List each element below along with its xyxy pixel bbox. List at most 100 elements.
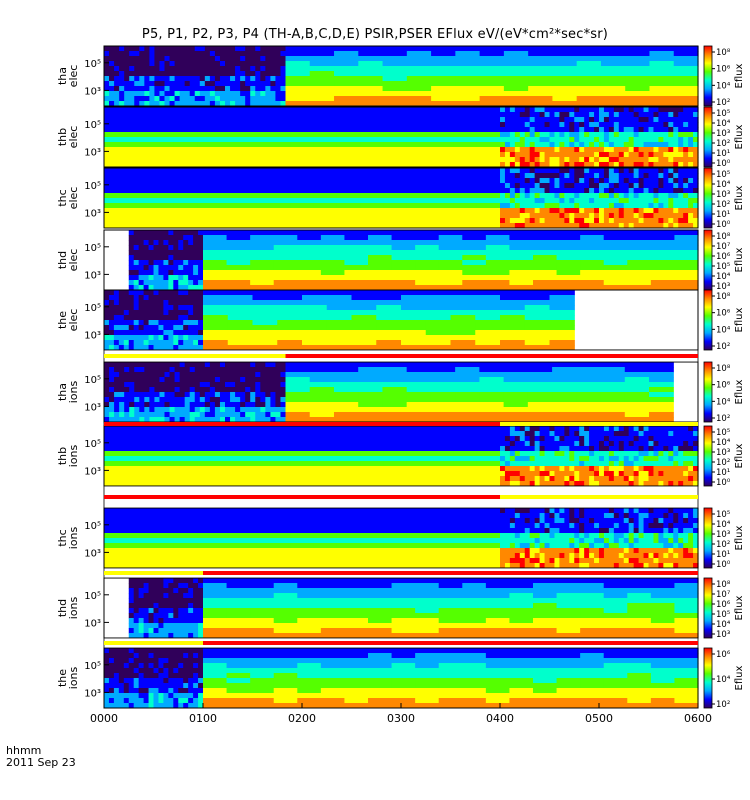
spectrogram-cell (430, 553, 455, 559)
spectrogram-cell (149, 81, 156, 87)
spectrogram-cell (406, 362, 432, 368)
spectrogram-cell (608, 183, 615, 189)
spectrogram-cell (220, 523, 245, 529)
spectrogram-cell (613, 533, 620, 539)
spectrogram-cell (608, 137, 615, 143)
spectrogram-cell (149, 367, 156, 373)
spectrogram-cell (114, 397, 120, 403)
spectrogram-cell (519, 122, 526, 128)
spectrogram-cell (313, 223, 338, 229)
spectrogram-cell (173, 300, 179, 306)
spectrogram-cell (649, 377, 674, 383)
spectrogram-cell (275, 367, 282, 373)
spectrogram-cell (450, 335, 476, 341)
spectrogram-cell (594, 518, 600, 524)
spectrogram-cell (230, 377, 236, 383)
spectrogram-cell (674, 245, 699, 251)
spectrogram-cell (594, 127, 600, 133)
spectrogram-cell (559, 147, 565, 153)
spectrogram-cell (124, 417, 130, 423)
spectrogram-cell (485, 255, 511, 261)
spectrogram-cell (430, 431, 455, 437)
spectrogram-cell (600, 377, 626, 383)
spectrogram-cell (564, 523, 570, 529)
spectrogram-cell (235, 46, 241, 52)
spectrogram-cell (514, 152, 521, 158)
spectrogram-cell (214, 86, 221, 92)
spectrogram-cell (539, 528, 546, 534)
spectrogram-cell (683, 218, 689, 224)
spectrogram-cell (556, 230, 581, 236)
spectrogram-cell (154, 407, 161, 413)
spectrogram-cell (150, 137, 175, 143)
spectrogram-cell (360, 446, 385, 452)
spectrogram-cell (649, 66, 675, 72)
spectrogram-cell (589, 508, 595, 514)
spectrogram-cell (524, 183, 531, 189)
spectrogram-cell (401, 315, 427, 321)
spectrogram-cell (119, 51, 125, 57)
spectrogram-cell (383, 107, 408, 113)
spectrogram-cell (668, 426, 674, 432)
spectrogram-cell (173, 285, 179, 291)
spectrogram-cell (383, 471, 408, 477)
spectrogram-cell (618, 538, 625, 544)
spectrogram-cell (139, 407, 145, 413)
spectrogram-cell (383, 528, 408, 534)
spectrogram-cell (554, 523, 560, 529)
spectrogram-cell (104, 51, 110, 57)
spectrogram-cell (150, 127, 175, 133)
spectrogram-cell (334, 81, 359, 87)
spectrogram-cell (504, 188, 511, 194)
spectrogram-cell (648, 543, 655, 549)
spectrogram-cell (479, 407, 505, 413)
spectrogram-cell (267, 528, 291, 534)
spectrogram-cell (273, 280, 298, 286)
spectrogram-segment-banded (104, 107, 501, 168)
spectrogram-cell (519, 223, 526, 229)
spectrogram-cell (509, 476, 516, 482)
spectrogram-cell (599, 213, 605, 219)
spectrogram-cell (673, 441, 679, 447)
spectrogram-cell (643, 518, 650, 524)
spectrogram-cell (534, 471, 541, 477)
spectrogram-cell (193, 300, 199, 306)
spectrogram-cell (514, 132, 521, 138)
spectrogram-cell (203, 265, 228, 271)
spectrogram-cell (564, 152, 570, 158)
spectrogram-cell (406, 193, 431, 199)
spectrogram-cell (479, 101, 505, 107)
spectrogram-cell (579, 558, 585, 564)
spectrogram-cell (104, 315, 110, 321)
spectrogram-cell (214, 61, 221, 67)
spectrogram-cell (608, 426, 615, 432)
spectrogram-cell (406, 387, 432, 393)
spectrogram-cell (290, 446, 315, 452)
spectrogram-cell (580, 260, 605, 266)
spectrogram-cell (559, 127, 565, 133)
spectrogram-cell (678, 451, 684, 457)
spectrogram-cell (628, 152, 635, 158)
spectrogram-cell (219, 81, 226, 87)
spectrogram-cell (678, 436, 684, 442)
spectrogram-cell (376, 340, 402, 346)
spectrogram-cell (382, 377, 408, 383)
spectrogram-cell (648, 203, 655, 209)
spectrogram-cell (580, 245, 605, 251)
spectrogram-cell (638, 451, 645, 457)
spectrogram-cell (168, 305, 174, 311)
spectrogram-cell (559, 198, 565, 204)
spectrogram-cell (255, 382, 261, 388)
spectrogram-cell (453, 436, 478, 442)
spectrogram-cell (678, 193, 684, 199)
spectrogram-cell (415, 275, 440, 281)
spectrogram-cell (584, 513, 590, 519)
spectrogram-cell (574, 431, 580, 437)
spectrogram-cell (514, 451, 521, 457)
spectrogram-cell (544, 436, 551, 442)
spectrogram-cell (475, 290, 501, 296)
spectrogram-cell (104, 335, 110, 341)
spectrogram-cell (648, 508, 655, 514)
spectrogram-cell (574, 538, 580, 544)
spectrogram-cell (519, 461, 526, 467)
